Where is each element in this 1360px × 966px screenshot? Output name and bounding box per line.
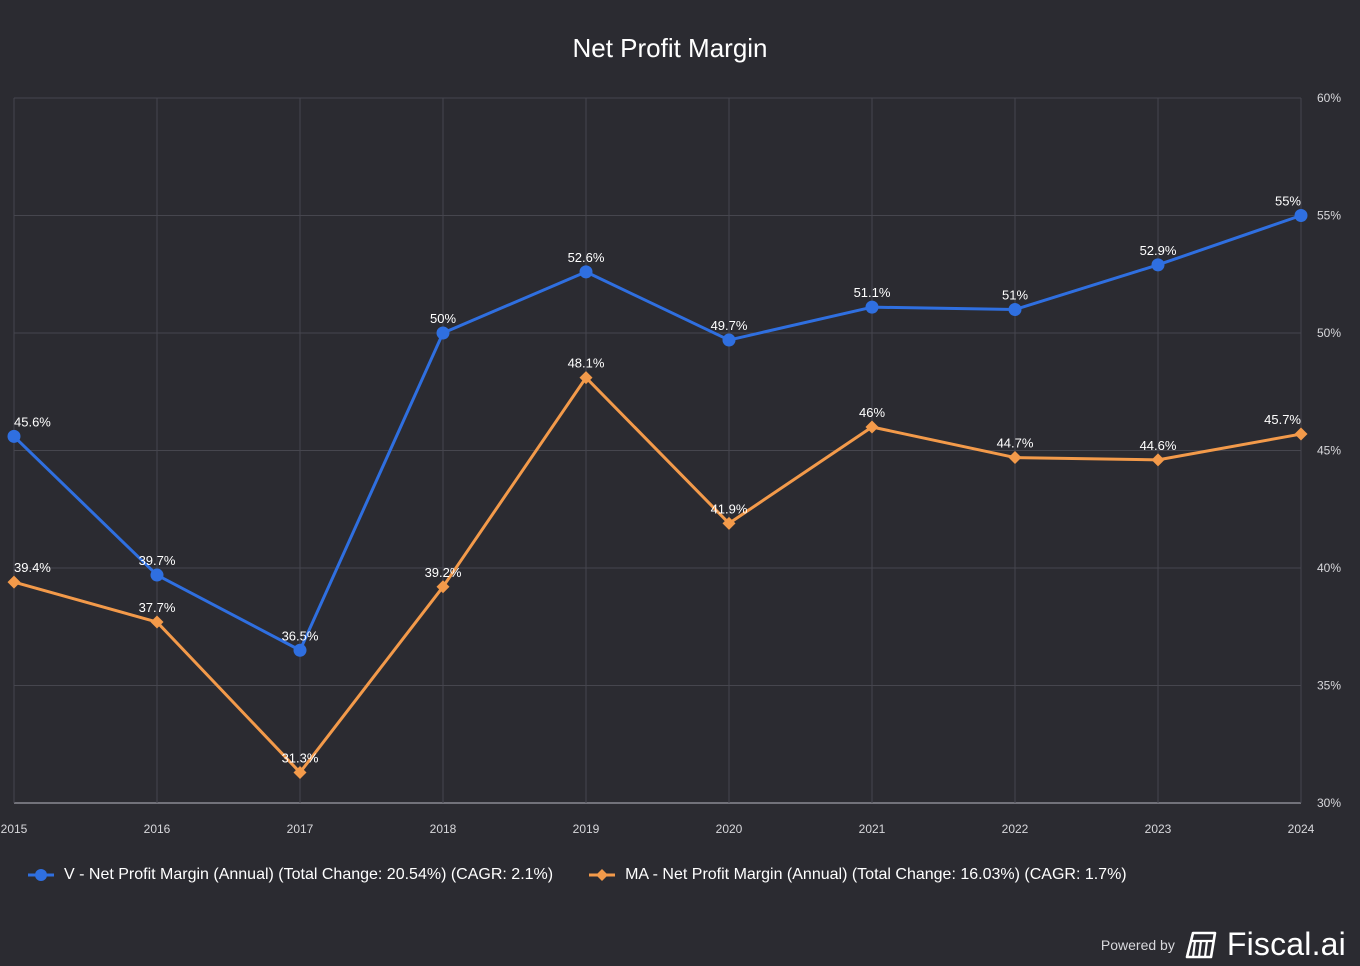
series-line-ma (13, 376, 1302, 774)
x-tick-label: 2019 (573, 822, 600, 836)
y-tick-label: 30% (1317, 796, 1341, 810)
grid (13, 97, 1302, 804)
data-point[interactable] (150, 568, 164, 582)
brand-name: Fiscal.ai (1226, 926, 1346, 962)
data-label: 39.2% (425, 565, 462, 580)
data-point[interactable] (722, 516, 736, 530)
data-point[interactable] (1294, 427, 1308, 441)
x-tick-label: 2022 (1002, 822, 1029, 836)
powered-by-text: Powered by (1100, 936, 1175, 953)
data-point[interactable] (293, 765, 307, 779)
legend-label-ma: MA - Net Profit Margin (Annual) (Total C… (625, 866, 1127, 883)
x-tick-label: 2016 (144, 822, 171, 836)
x-tick-label: 2015 (1, 822, 28, 836)
series-group: 45.6% 39.7% 36.5% 50% 52.6% 49.7% 51.1% 51% 52.9… (7, 194, 1308, 779)
data-label: 51.1% (854, 285, 891, 300)
data-label: 45.6% (14, 414, 51, 429)
line-chart: Net Profit Margin 2015 2016 2017 2018 2019 20… (1, 33, 1342, 836)
data-label: 36.5% (282, 628, 319, 643)
y-tick-label: 60% (1317, 91, 1341, 105)
chart-title: Net Profit Margin (572, 33, 767, 63)
circle-marker-icon (28, 869, 54, 881)
data-point[interactable] (7, 429, 21, 443)
legend-item-ma[interactable]: MA - Net Profit Margin (Annual) (Total C… (589, 866, 1127, 884)
data-label: 31.3% (282, 750, 319, 765)
y-tick-label: 45% (1317, 444, 1341, 458)
powered-by: Powered by Fiscal.ai (1101, 926, 1346, 963)
x-tick-label: 2020 (716, 822, 743, 836)
data-point[interactable] (436, 580, 450, 594)
data-point[interactable] (865, 300, 879, 314)
data-label: 45.7% (1264, 412, 1301, 427)
y-axis-ticks: 60% 55% 50% 45% 40% 35% 30% (1317, 91, 1341, 810)
y-tick-label: 50% (1317, 326, 1341, 340)
data-point[interactable] (1151, 258, 1165, 272)
data-point[interactable] (293, 643, 307, 657)
data-label: 39.4% (14, 560, 51, 575)
data-label: 44.7% (997, 436, 1034, 451)
diamond-marker-icon (589, 869, 616, 881)
data-label: 52.6% (568, 250, 605, 265)
data-label: 50% (430, 311, 456, 326)
x-tick-label: 2017 (287, 822, 314, 836)
data-label: 44.6% (1140, 438, 1177, 453)
y-tick-label: 40% (1317, 561, 1341, 575)
x-tick-label: 2021 (859, 822, 886, 836)
data-label: 52.9% (1140, 243, 1177, 258)
data-label: 46% (859, 405, 885, 420)
legend-item-v[interactable]: V - Net Profit Margin (Annual) (Total Ch… (28, 866, 553, 884)
data-point[interactable] (579, 265, 593, 279)
legend-label-v: V - Net Profit Margin (Annual) (Total Ch… (64, 866, 554, 883)
fiscal-logo-icon (1185, 931, 1217, 958)
data-point[interactable] (1151, 453, 1165, 467)
x-tick-label: 2023 (1145, 822, 1172, 836)
data-point[interactable] (579, 371, 593, 385)
data-point[interactable] (1294, 209, 1308, 222)
data-point[interactable] (436, 326, 450, 340)
x-tick-label: 2024 (1288, 822, 1315, 836)
series-line-v (12, 214, 1302, 652)
data-point[interactable] (1008, 303, 1022, 316)
data-label: 55% (1275, 194, 1301, 209)
data-label: 39.7% (139, 553, 176, 568)
legend: V - Net Profit Margin (Annual) (Total Ch… (28, 866, 1127, 884)
data-point[interactable] (722, 333, 736, 347)
data-point[interactable] (1008, 451, 1022, 465)
data-label: 48.1% (568, 356, 605, 371)
y-tick-label: 35% (1317, 679, 1341, 693)
data-label: 49.7% (711, 318, 748, 333)
data-label: 41.9% (711, 501, 748, 516)
x-axis-ticks: 2015 2016 2017 2018 2019 2020 2021 2022 2023 2024 (1, 822, 1315, 836)
x-tick-label: 2018 (430, 822, 457, 836)
data-label: 51% (1002, 288, 1028, 303)
data-point[interactable] (865, 420, 879, 434)
y-tick-label: 55% (1317, 209, 1341, 223)
data-point[interactable] (7, 575, 21, 589)
data-label: 37.7% (139, 600, 176, 615)
data-point[interactable] (150, 615, 164, 629)
